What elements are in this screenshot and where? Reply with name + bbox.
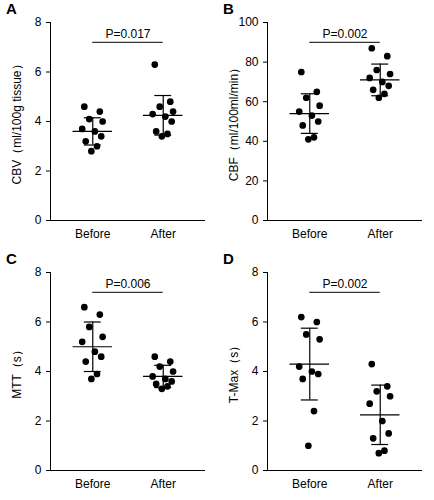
html-text:B: B <box>223 0 234 17</box>
svg-text:8: 8 <box>252 265 259 279</box>
svg-text:P=0.002: P=0.002 <box>322 27 367 41</box>
svg-text:After: After <box>368 477 393 491</box>
svg-text:4: 4 <box>252 364 259 378</box>
svg-text:P=0.017: P=0.017 <box>105 27 150 41</box>
svg-text:40: 40 <box>245 134 259 148</box>
svg-text:4: 4 <box>35 114 42 128</box>
svg-text:After: After <box>151 227 176 241</box>
svg-text:6: 6 <box>252 315 259 329</box>
svg-text:0: 0 <box>35 463 42 477</box>
svg-text:0: 0 <box>35 213 42 227</box>
svg-text:MTT（s）: MTT（s） <box>10 344 24 399</box>
svg-text:CBF（ml/100ml/min）: CBF（ml/100ml/min） <box>227 62 241 181</box>
svg-text:CBV（ml/100g tissue）: CBV（ml/100g tissue） <box>10 58 24 184</box>
svg-text:After: After <box>151 477 176 491</box>
svg-text:P=0.006: P=0.006 <box>105 277 150 291</box>
svg-text:2: 2 <box>35 164 42 178</box>
html-text:D: D <box>223 250 234 267</box>
html-text:A: A <box>6 0 17 17</box>
svg-text:6: 6 <box>35 65 42 79</box>
svg-text:P=0.002: P=0.002 <box>322 277 367 291</box>
svg-text:0: 0 <box>252 463 259 477</box>
svg-text:After: After <box>368 227 393 241</box>
html-text:C: C <box>6 250 17 267</box>
svg-text:Before: Before <box>292 227 328 241</box>
svg-text:T-Max（s）: T-Max（s） <box>227 340 241 403</box>
svg-text:8: 8 <box>35 265 42 279</box>
svg-text:0: 0 <box>252 213 259 227</box>
svg-text:20: 20 <box>245 174 259 188</box>
svg-text:60: 60 <box>245 95 259 109</box>
svg-text:4: 4 <box>35 364 42 378</box>
svg-text:2: 2 <box>252 414 259 428</box>
svg-text:80: 80 <box>245 55 259 69</box>
svg-text:2: 2 <box>35 414 42 428</box>
svg-text:6: 6 <box>35 315 42 329</box>
svg-text:100: 100 <box>238 15 258 29</box>
svg-text:Before: Before <box>292 477 328 491</box>
svg-text:Before: Before <box>75 227 111 241</box>
svg-text:8: 8 <box>35 15 42 29</box>
svg-text:Before: Before <box>75 477 111 491</box>
